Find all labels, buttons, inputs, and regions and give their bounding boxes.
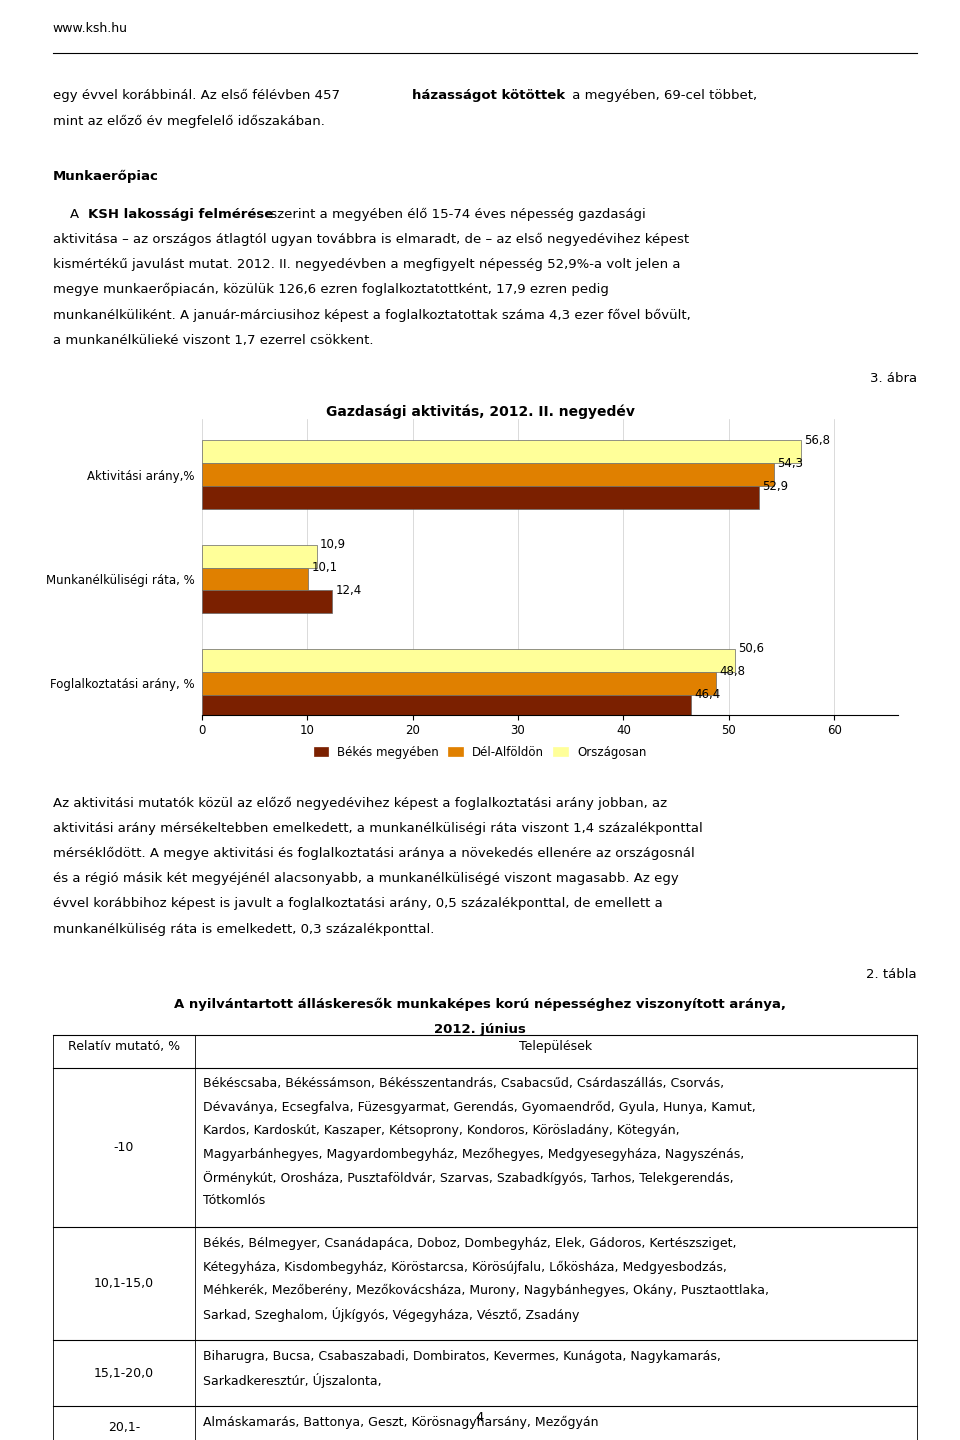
Bar bbox=[202, 649, 735, 672]
Text: 52,9: 52,9 bbox=[762, 480, 789, 492]
Text: 48,8: 48,8 bbox=[719, 665, 745, 678]
Text: házasságot kötöttek: házasságot kötöttek bbox=[412, 89, 565, 102]
Text: munkanélküliség ráta is emelkedett, 0,3 százalékponttal.: munkanélküliség ráta is emelkedett, 0,3 … bbox=[53, 923, 434, 936]
Text: a munkanélkülieké viszont 1,7 ezerrel csökkent.: a munkanélkülieké viszont 1,7 ezerrel cs… bbox=[53, 334, 373, 347]
Text: Biharugra, Bucsa, Csabaszabadi, Dombiratos, Kevermes, Kunágota, Nagykamarás,: Biharugra, Bucsa, Csabaszabadi, Dombirat… bbox=[203, 1349, 720, 1362]
Text: 15,1-20,0: 15,1-20,0 bbox=[94, 1367, 154, 1380]
Bar bbox=[202, 567, 308, 590]
Text: 4: 4 bbox=[476, 1411, 484, 1424]
Text: A: A bbox=[53, 207, 84, 220]
Text: mérséklődött. A megye aktivitási és foglalkoztatási aránya a növekedés ellenére : mérséklődött. A megye aktivitási és fogl… bbox=[53, 847, 694, 860]
Text: Kardos, Kardoskút, Kaszaper, Kétsoprony, Kondoros, Körösladány, Kötegyán,: Kardos, Kardoskút, Kaszaper, Kétsoprony,… bbox=[203, 1125, 679, 1138]
Text: aktivitása – az országos átlagtól ugyan továbbra is elmaradt, de – az első negye: aktivitása – az országos átlagtól ugyan … bbox=[53, 233, 689, 246]
Text: Dévaványa, Ecsegfalva, Füzesgyarmat, Gerendás, Gyomaendrőd, Gyula, Hunya, Kamut,: Dévaványa, Ecsegfalva, Füzesgyarmat, Ger… bbox=[203, 1100, 756, 1113]
Text: 10,1: 10,1 bbox=[311, 562, 337, 575]
Text: Békés, Bélmegyer, Csanádapáca, Doboz, Dombegyház, Elek, Gádoros, Kertészsziget,: Békés, Bélmegyer, Csanádapáca, Doboz, Do… bbox=[203, 1237, 736, 1250]
Text: 20,1-: 20,1- bbox=[108, 1421, 140, 1434]
Text: egy évvel korábbinál. Az első félévben 457: egy évvel korábbinál. Az első félévben 4… bbox=[53, 89, 344, 102]
Text: www.ksh.hu: www.ksh.hu bbox=[53, 22, 128, 35]
Text: 2012. június: 2012. június bbox=[434, 1024, 526, 1037]
Text: és a régió másik két megyéjénél alacsonyabb, a munkanélküliségé viszont magasabb: és a régió másik két megyéjénél alacsony… bbox=[53, 873, 679, 886]
Text: Magyarbánhegyes, Magyardombegyház, Mezőhegyes, Medgyesegyháza, Nagyszénás,: Magyarbánhegyes, Magyardombegyház, Mezőh… bbox=[203, 1148, 744, 1161]
Text: 56,8: 56,8 bbox=[804, 433, 829, 446]
Bar bbox=[202, 441, 801, 464]
Bar bbox=[202, 487, 759, 510]
Text: Békéscsaba, Békéssámson, Békésszentandrás, Csabacsűd, Csárdaszállás, Csorvás,: Békéscsaba, Békéssámson, Békésszentandrá… bbox=[203, 1077, 724, 1090]
Text: Sarkadkeresztúr, Újszalonta,: Sarkadkeresztúr, Újszalonta, bbox=[203, 1374, 381, 1388]
Text: Munkaerőpiac: Munkaerőpiac bbox=[53, 170, 158, 183]
Bar bbox=[202, 590, 332, 613]
Text: szerint a megyében élő 15-74 éves népesség gazdasági: szerint a megyében élő 15-74 éves népess… bbox=[266, 207, 646, 220]
Text: Méhkerék, Mezőberény, Mezőkovácsháza, Murony, Nagybánhegyes, Okány, Pusztaottlak: Méhkerék, Mezőberény, Mezőkovácsháza, Mu… bbox=[203, 1284, 769, 1297]
Text: KSH lakossági felmérése: KSH lakossági felmérése bbox=[88, 207, 274, 220]
Text: 12,4: 12,4 bbox=[336, 585, 362, 598]
Bar bbox=[202, 464, 774, 487]
Text: kismértékű javulást mutat. 2012. II. negyedévben a megfigyelt népesség 52,9%-a v: kismértékű javulást mutat. 2012. II. neg… bbox=[53, 258, 681, 271]
Text: Az aktivitási mutatók közül az előző negyedévihez képest a foglalkoztatási arány: Az aktivitási mutatók közül az előző neg… bbox=[53, 796, 667, 809]
Text: 50,6: 50,6 bbox=[738, 642, 764, 655]
Text: Almáskamarás, Battonya, Geszt, Körösnagyharsány, Mezőgyán: Almáskamarás, Battonya, Geszt, Körösnagy… bbox=[203, 1416, 598, 1428]
Text: A nyilvántartott álláskeresők munkaképes korú népességhez viszonyított aránya,: A nyilvántartott álláskeresők munkaképes… bbox=[174, 998, 786, 1011]
Text: a megyében, 69-cel többet,: a megyében, 69-cel többet, bbox=[568, 89, 757, 102]
Text: 2. tábla: 2. tábla bbox=[866, 968, 917, 981]
Text: Gazdasági aktivitás, 2012. II. negyedév: Gazdasági aktivitás, 2012. II. negyedév bbox=[325, 405, 635, 419]
Text: aktivitási arány mérsékeltebben emelkedett, a munkanélküliségi ráta viszont 1,4 : aktivitási arány mérsékeltebben emelkede… bbox=[53, 822, 703, 835]
Text: Kétegyháza, Kisdombegyház, Köröstarcsa, Körösújfalu, Lőkösháza, Medgyesbodzás,: Kétegyháza, Kisdombegyház, Köröstarcsa, … bbox=[203, 1260, 727, 1273]
Text: évvel korábbihoz képest is javult a foglalkoztatási arány, 0,5 százalékponttal, : évvel korábbihoz képest is javult a fogl… bbox=[53, 897, 662, 910]
Text: Települések: Települések bbox=[519, 1040, 592, 1053]
Text: -10: -10 bbox=[113, 1140, 134, 1153]
Text: megye munkaerőpiacán, közülük 126,6 ezren foglalkoztatottként, 17,9 ezren pedig: megye munkaerőpiacán, közülük 126,6 ezre… bbox=[53, 284, 609, 297]
Text: Sarkad, Szeghalom, Újkígyós, Végegyháza, Vésztő, Zsadány: Sarkad, Szeghalom, Újkígyós, Végegyháza,… bbox=[203, 1308, 579, 1322]
Text: Relatív mutató, %: Relatív mutató, % bbox=[68, 1040, 180, 1053]
Text: 46,4: 46,4 bbox=[694, 688, 720, 701]
Text: mint az előző év megfelelő időszakában.: mint az előző év megfelelő időszakában. bbox=[53, 115, 324, 128]
Text: 3. ábra: 3. ábra bbox=[870, 372, 917, 384]
Text: 10,9: 10,9 bbox=[320, 539, 346, 552]
Text: 54,3: 54,3 bbox=[778, 456, 804, 469]
Bar bbox=[202, 694, 691, 717]
Text: Örménykút, Orosháza, Pusztaföldvár, Szarvas, Szabadkígyós, Tarhos, Telekgerendás: Örménykút, Orosháza, Pusztaföldvár, Szar… bbox=[203, 1171, 733, 1185]
Text: 10,1-15,0: 10,1-15,0 bbox=[94, 1277, 154, 1290]
Text: Tótkomlós: Tótkomlós bbox=[203, 1194, 265, 1207]
Bar bbox=[202, 672, 716, 694]
Text: munkanélküliként. A január-márciusihoz képest a foglalkoztatottak száma 4,3 ezer: munkanélküliként. A január-márciusihoz k… bbox=[53, 308, 690, 321]
Bar bbox=[202, 544, 317, 567]
Legend: Békés megyében, Dél-Alföldön, Országosan: Békés megyében, Dél-Alföldön, Országosan bbox=[309, 740, 651, 763]
